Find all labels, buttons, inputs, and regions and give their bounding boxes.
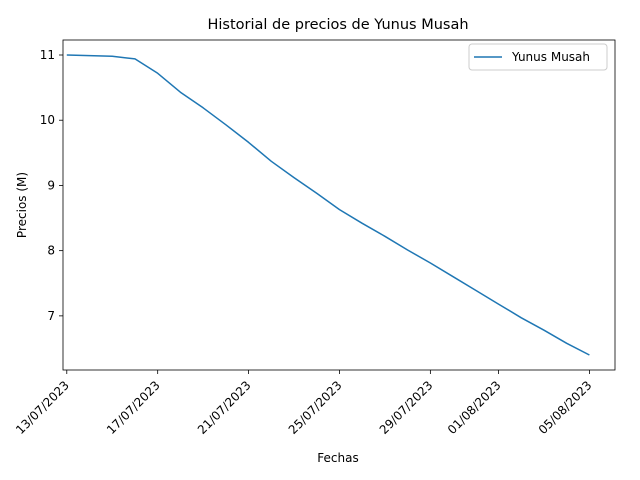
legend-box: [468, 43, 608, 71]
legend: Yunus Musah: [468, 43, 608, 71]
series-line-yunus-musah: [66, 54, 590, 356]
plot-area: [62, 39, 616, 371]
y-tick-label: 11: [40, 48, 55, 62]
plot-frame: [62, 39, 616, 371]
y-axis-ticks: 7 8 9 10 11: [40, 48, 63, 323]
y-tick-label: 10: [40, 113, 55, 127]
y-tick-label: 9: [47, 178, 55, 192]
chart-title: Historial de precios de Yunus Musah: [207, 17, 468, 33]
x-axis-label: Fechas: [317, 451, 358, 465]
y-tick-label: 8: [47, 244, 55, 258]
legend-label: Yunus Musah: [511, 50, 590, 64]
y-axis-label: Precios (M): [15, 172, 29, 238]
y-tick-label: 7: [47, 309, 55, 323]
